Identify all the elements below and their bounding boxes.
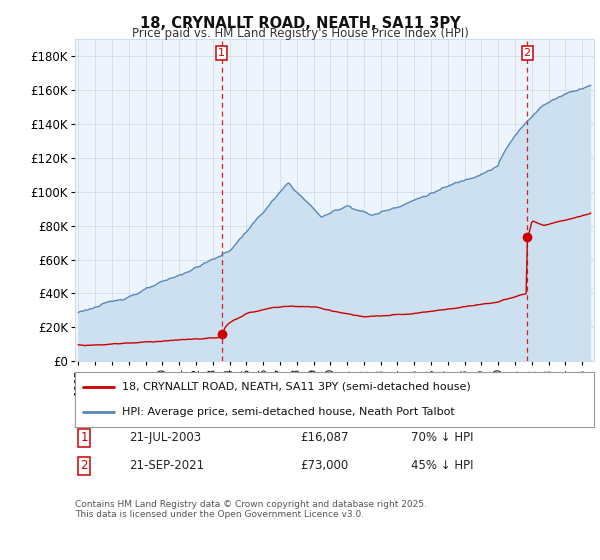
- Text: 1: 1: [80, 431, 88, 445]
- Text: 21-JUL-2003: 21-JUL-2003: [129, 431, 201, 445]
- Text: 21-SEP-2021: 21-SEP-2021: [129, 459, 204, 473]
- Text: Price paid vs. HM Land Registry's House Price Index (HPI): Price paid vs. HM Land Registry's House …: [131, 27, 469, 40]
- Text: £16,087: £16,087: [300, 431, 349, 445]
- Text: 2: 2: [80, 459, 88, 473]
- Text: 2: 2: [524, 48, 531, 58]
- Text: 70% ↓ HPI: 70% ↓ HPI: [411, 431, 473, 445]
- Text: £73,000: £73,000: [300, 459, 348, 473]
- Text: 18, CRYNALLT ROAD, NEATH, SA11 3PY (semi-detached house): 18, CRYNALLT ROAD, NEATH, SA11 3PY (semi…: [122, 382, 470, 391]
- Text: 45% ↓ HPI: 45% ↓ HPI: [411, 459, 473, 473]
- Text: HPI: Average price, semi-detached house, Neath Port Talbot: HPI: Average price, semi-detached house,…: [122, 407, 454, 417]
- Text: Contains HM Land Registry data © Crown copyright and database right 2025.
This d: Contains HM Land Registry data © Crown c…: [75, 500, 427, 519]
- Text: 1: 1: [218, 48, 225, 58]
- Text: 18, CRYNALLT ROAD, NEATH, SA11 3PY: 18, CRYNALLT ROAD, NEATH, SA11 3PY: [140, 16, 460, 31]
